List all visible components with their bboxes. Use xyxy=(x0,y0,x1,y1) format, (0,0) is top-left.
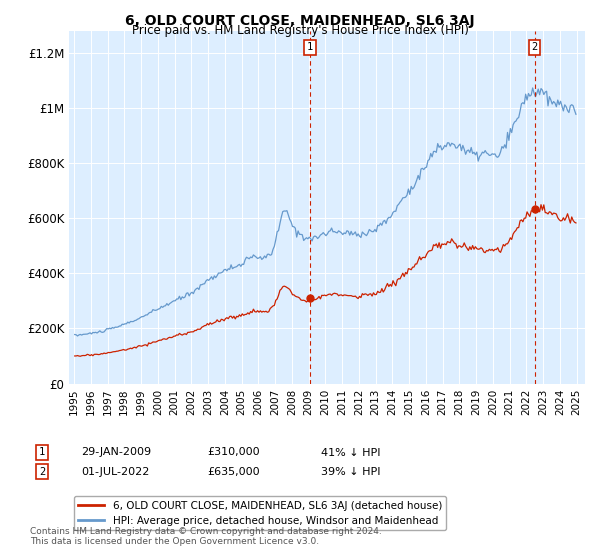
Text: 6, OLD COURT CLOSE, MAIDENHEAD, SL6 3AJ: 6, OLD COURT CLOSE, MAIDENHEAD, SL6 3AJ xyxy=(125,14,475,28)
Text: 01-JUL-2022: 01-JUL-2022 xyxy=(81,466,149,477)
Text: 2: 2 xyxy=(532,43,538,52)
Text: Contains HM Land Registry data © Crown copyright and database right 2024.
This d: Contains HM Land Registry data © Crown c… xyxy=(30,526,382,546)
Text: 1: 1 xyxy=(307,43,313,52)
Text: 29-JAN-2009: 29-JAN-2009 xyxy=(81,447,151,458)
Text: 39% ↓ HPI: 39% ↓ HPI xyxy=(321,466,380,477)
Legend: 6, OLD COURT CLOSE, MAIDENHEAD, SL6 3AJ (detached house), HPI: Average price, de: 6, OLD COURT CLOSE, MAIDENHEAD, SL6 3AJ … xyxy=(74,496,446,530)
Text: Price paid vs. HM Land Registry's House Price Index (HPI): Price paid vs. HM Land Registry's House … xyxy=(131,24,469,37)
Text: £635,000: £635,000 xyxy=(207,466,260,477)
Text: 41% ↓ HPI: 41% ↓ HPI xyxy=(321,447,380,458)
Text: 2: 2 xyxy=(39,466,45,477)
Text: £310,000: £310,000 xyxy=(207,447,260,458)
Text: 1: 1 xyxy=(39,447,45,458)
